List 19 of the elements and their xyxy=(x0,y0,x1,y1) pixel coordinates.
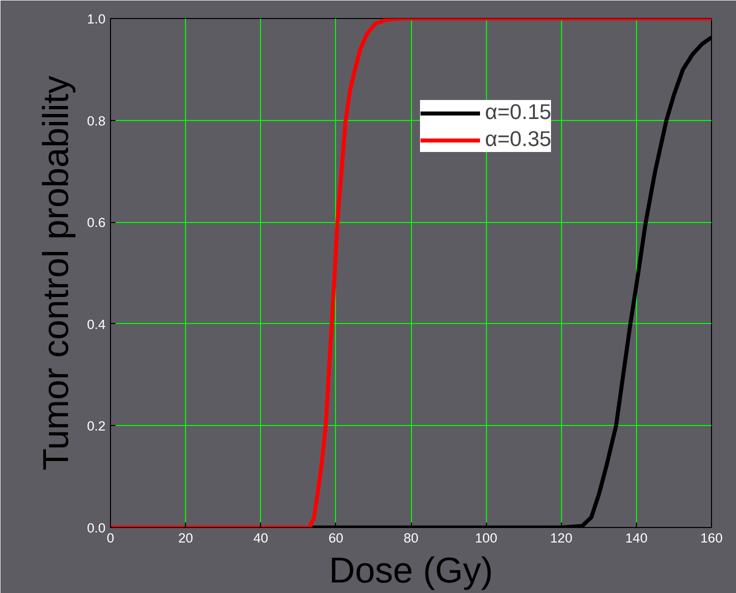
y-tick-label: 1.0 xyxy=(86,12,106,26)
x-tick-label: 40 xyxy=(253,530,268,546)
y-tick-label: 0.4 xyxy=(86,316,106,332)
x-tick-label: 120 xyxy=(550,530,572,546)
x-tick-label: 80 xyxy=(404,530,418,546)
x-tick-label: 0 xyxy=(106,530,114,546)
y-tick-label: 0.6 xyxy=(86,215,106,230)
x-tick-label: 100 xyxy=(475,530,498,546)
legend-label: α=0.35 xyxy=(485,127,552,152)
y-tick-label: 0.2 xyxy=(86,418,106,434)
legend-label: α=0.15 xyxy=(485,100,552,125)
x-tick-label: 60 xyxy=(328,530,344,546)
y-axis-title: Tumor control probability xyxy=(34,76,76,470)
x-tick-label: 160 xyxy=(700,530,723,546)
x-tick-label: 20 xyxy=(178,530,194,546)
y-tick-label: 0.8 xyxy=(86,113,106,128)
x-tick-label: 140 xyxy=(625,530,648,546)
y-tick-label: 0.0 xyxy=(86,520,106,536)
x-axis-title: Dose (Gy) xyxy=(328,550,494,590)
